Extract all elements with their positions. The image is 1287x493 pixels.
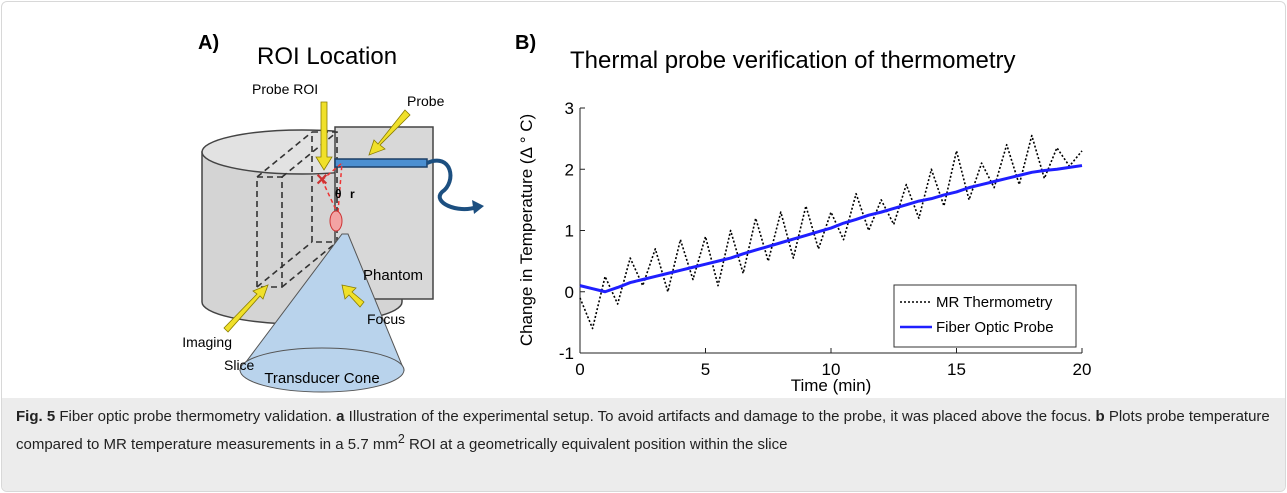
panel-label: A) [198, 32, 219, 54]
label-probe-roi: Probe ROI [252, 81, 318, 97]
legend-label: MR Thermometry [936, 294, 1053, 311]
panel-title: ROI Location [257, 43, 397, 70]
geometry-lines [321, 162, 343, 213]
caption-part-text: ROI at a geometrically equivalent positi… [408, 436, 788, 453]
y-tick-label: 1 [565, 222, 574, 241]
label-probe: Probe [407, 93, 445, 109]
caption: Fig. 5 Fiber optic probe thermometry val… [2, 398, 1285, 491]
label-focus: Focus [367, 311, 405, 327]
caption-part-label: a [336, 408, 345, 425]
caption-label: Fig. 5 [16, 408, 56, 425]
x-axis-label: Time (min) [791, 376, 872, 395]
label-slice: Slice [224, 357, 255, 373]
x-tick-label: 5 [701, 360, 710, 379]
series-line [579, 164, 1083, 294]
probe-cable [426, 158, 478, 212]
x-tick-label: 20 [1073, 360, 1092, 379]
label-transducer-cone: Transducer Cone [264, 370, 379, 387]
y-axis-label: Change in Temperature (Δ ° C) [517, 114, 536, 346]
cable-arrow [472, 200, 484, 214]
legend-label: Fiber Optic Probe [936, 319, 1054, 336]
label-r: r [350, 187, 355, 201]
label-imaging: Imaging [182, 334, 232, 350]
caption-part-label: b [1095, 408, 1105, 425]
chart-title: Thermal probe verification of thermometr… [570, 47, 1016, 74]
caption-part-text: Plots probe temperature compared to MR t… [16, 408, 1270, 453]
label-theta: θ [335, 187, 342, 201]
legend-box [893, 284, 1077, 348]
y-tick-label: -1 [559, 344, 574, 363]
pointer-arrows [223, 101, 411, 333]
x-tick-label: 15 [947, 360, 966, 379]
cone-base [239, 347, 405, 393]
figure-graphics: ✕ A) ROI Location Probe ROI Probe θ r Ph… [182, 32, 1092, 395]
caption-part-text: Illustration of the experimental setup. … [348, 408, 1092, 425]
label-phantom: Phantom [363, 267, 423, 284]
caption-title: Fiber optic probe thermometry validation… [59, 408, 332, 425]
panel-label: B) [515, 32, 536, 54]
focus-spot [329, 210, 343, 232]
x-tick-label: 0 [575, 360, 584, 379]
roi-diagram: ✕ A) ROI Location Probe ROI Probe θ r Ph… [182, 32, 484, 393]
y-tick-label: 3 [565, 99, 574, 118]
caption-superscript: 2 [397, 432, 405, 446]
x-tick-label: 10 [822, 360, 841, 379]
roi-marker: ✕ [315, 172, 328, 189]
y-tick-label: 2 [565, 160, 574, 179]
probe-rod [334, 158, 428, 168]
y-tick-label: 0 [565, 283, 574, 302]
